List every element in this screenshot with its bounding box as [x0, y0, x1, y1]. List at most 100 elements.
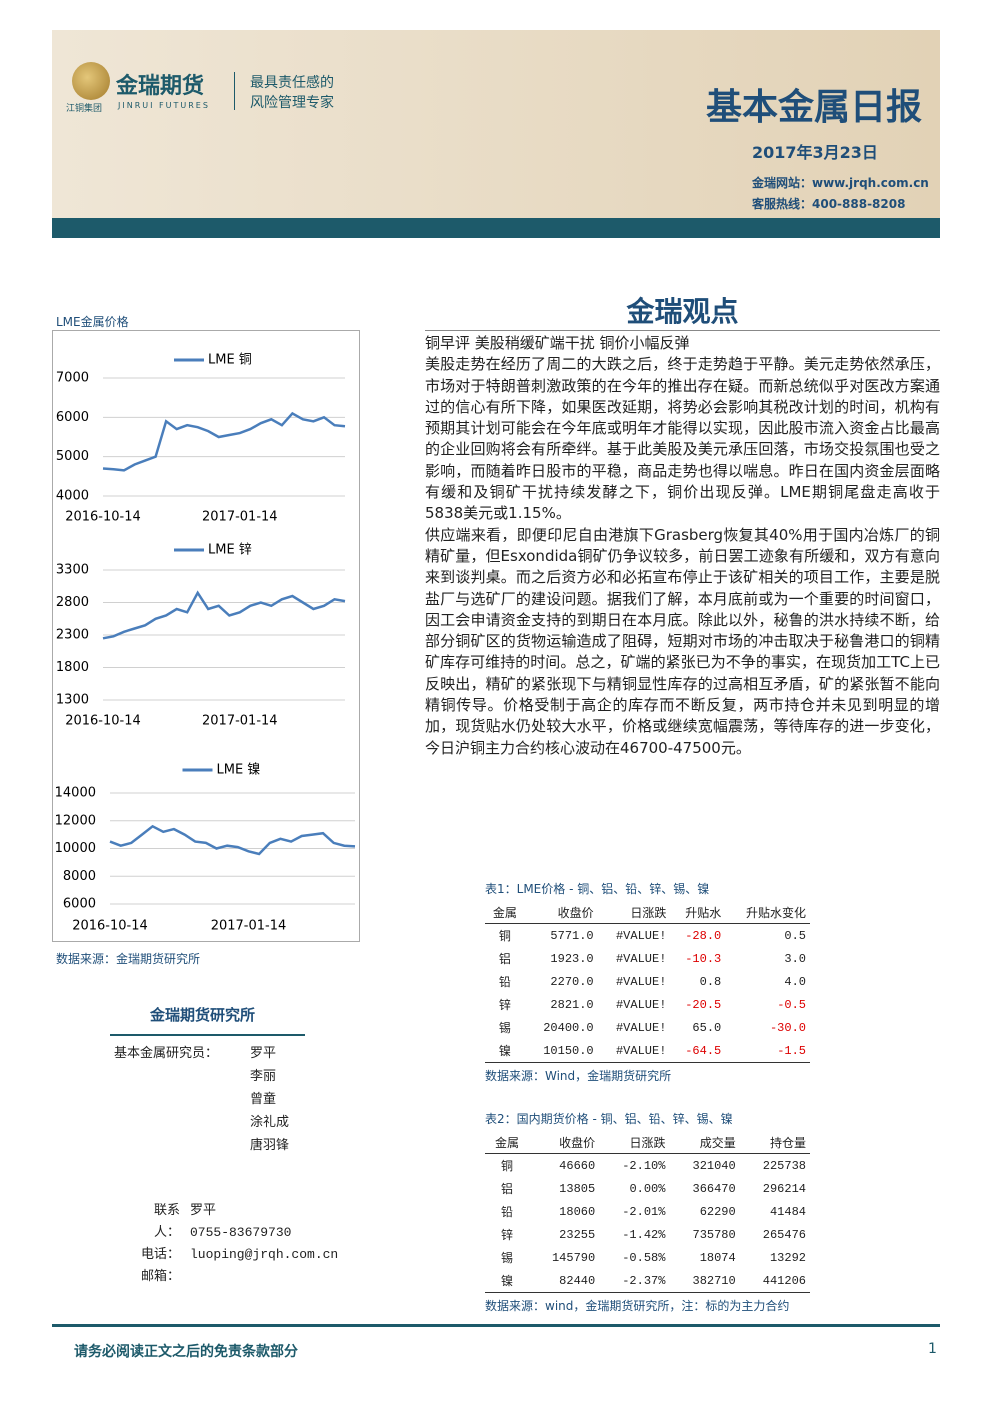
chart-frame: [52, 330, 360, 942]
column-header: 持仓量: [739, 1131, 810, 1154]
cell: 铝: [500, 1183, 513, 1197]
contact-labels: 联系人： 电话： 邮箱：: [130, 1200, 180, 1288]
cell: -30.0: [769, 1020, 806, 1035]
cell: 锌: [500, 1229, 513, 1243]
y-tick-label: 1800: [56, 660, 89, 675]
column-header: 升贴水: [670, 901, 726, 924]
cell: 441206: [739, 1269, 810, 1293]
cell: 13292: [769, 1250, 806, 1265]
rule: [110, 1034, 305, 1036]
cell: 锌: [498, 999, 511, 1013]
hotline: 客服热线：400-888-8208: [752, 197, 906, 211]
y-tick-label: 10000: [55, 841, 96, 856]
legend-label: LME 镍: [217, 763, 261, 778]
y-tick-label: 4000: [56, 489, 89, 504]
website: 金瑞网站：www.jrqh.com.cn: [752, 176, 929, 190]
cell: -2.37%: [599, 1269, 670, 1293]
email: luoping@jrqh.com.cn: [190, 1247, 339, 1262]
cell: 23255: [559, 1227, 596, 1242]
logo-mark: [72, 62, 110, 100]
report-title: 基本金属日报: [705, 87, 922, 128]
cell: 41484: [769, 1204, 806, 1219]
header-band: [52, 30, 940, 218]
row: 铜 46660 -2.10% 321040 225738: [485, 1154, 810, 1178]
cell: #VALUE!: [615, 1020, 667, 1035]
row: 铝 1923.0 #VALUE! -10.3 3.0: [485, 947, 810, 970]
label: 联系人：: [153, 1203, 180, 1240]
company: 金瑞期货: [116, 74, 205, 99]
line-series: [102, 590, 346, 640]
chart: 6000 8000 10000 12000 14000 2016-10-14 2017-01…: [55, 763, 356, 934]
cell: -0.5: [777, 997, 806, 1012]
row: 铅 18060 -2.01% 62290 41484: [485, 1200, 810, 1223]
line-series: [102, 411, 346, 472]
page-number: 1: [928, 1341, 937, 1357]
researcher: 涂礼成: [250, 1115, 290, 1130]
column-header: 收盘价: [524, 901, 598, 924]
date: 2017年3月23日: [752, 143, 878, 162]
y-tick-label: 2800: [56, 595, 89, 610]
column-header: 日涨跌: [597, 901, 671, 924]
contact-values: 罗平 0755-83679730 luoping@jrqh.com.cn: [190, 1200, 338, 1266]
x-tick-label: 2016-10-14: [65, 510, 141, 525]
y-tick-label: 3300: [56, 563, 89, 578]
paragraph: 美股走势在经历了周二的大跌之后，终于走势趋于平静。美元走势依然承压，市场对于特朗…: [425, 355, 940, 523]
y-tick-label: 7000: [56, 371, 89, 386]
cell: 0.5: [784, 928, 806, 943]
label: 基本金属研究员：: [114, 1046, 219, 1061]
y-tick-label: 1300: [56, 693, 89, 708]
y-tick-label: 8000: [63, 869, 96, 884]
source: 数据来源：金瑞期货研究所: [56, 952, 201, 966]
thead: 金属 收盘价 日涨跌 升贴水 升贴水变化: [485, 901, 810, 924]
paragraph: 供应端来看，即便印尼自由港旗下Grasberg恢复其40%用于国内冶炼厂的铜精矿…: [425, 525, 940, 757]
cell: #VALUE!: [615, 928, 667, 943]
cell: 2270.0: [550, 974, 594, 989]
cell: 10150.0: [524, 1039, 598, 1063]
cell: 62290: [699, 1204, 736, 1219]
cell: 铜: [498, 930, 511, 944]
cell: 296214: [762, 1181, 806, 1196]
row: 铝 13805 0.00% 366470 296214: [485, 1177, 810, 1200]
cell: 82440: [528, 1269, 600, 1293]
table-source: 数据来源：wind，金瑞期货研究所，注：标的为主力合约: [485, 1299, 790, 1313]
row: 锡 20400.0 #VALUE! 65.0 -30.0: [485, 1016, 810, 1039]
cell: -2.10%: [622, 1158, 666, 1173]
panel-title: LME金属价格: [56, 315, 129, 329]
row: 铅 2270.0 #VALUE! 0.8 4.0: [485, 970, 810, 993]
table-source: 数据来源：Wind，金瑞期货研究所: [485, 1069, 672, 1083]
researcher: 唐羽锋: [250, 1138, 290, 1153]
cell: -0.58%: [622, 1250, 666, 1265]
y-tick-label: 6000: [63, 897, 96, 912]
cell: 225738: [762, 1158, 806, 1173]
cell: #VALUE!: [597, 1039, 671, 1063]
slogan: 风险管理专家: [250, 95, 334, 111]
cell: 145790: [551, 1250, 596, 1265]
cell: 366470: [692, 1181, 736, 1196]
cell: -10.3: [685, 951, 722, 966]
cell: 2821.0: [550, 997, 594, 1012]
x-tick-label: 2016-10-14: [72, 919, 148, 934]
cell: 382710: [669, 1269, 740, 1293]
row: 镍 10150.0 #VALUE! -64.5 -1.5: [485, 1039, 810, 1063]
column-header: 日涨跌: [599, 1131, 670, 1154]
cell: 265476: [762, 1227, 806, 1242]
column-header: 金属: [485, 901, 525, 924]
legend-label: LME 铜: [208, 353, 252, 368]
header-row: 金属 收盘价 日涨跌 升贴水 升贴水变化: [485, 901, 810, 924]
table-block: 表1：LME价格 - 铜、铝、铅、锌、锡、镍 金属 收盘价 日涨跌 升贴水 升贴水变化铜 5…: [485, 880, 810, 1084]
cell: 镍: [485, 1269, 529, 1293]
x-tick-label: 2017-01-14: [211, 919, 287, 934]
header-row: 金属 收盘价 日涨跌 成交量 持仓量: [485, 1131, 810, 1154]
phone: 0755-83679730: [190, 1225, 292, 1240]
line-series: [109, 824, 356, 856]
y-tick-label: 2300: [56, 628, 89, 643]
cell: 18060: [559, 1204, 596, 1219]
row: 锌 23255 -1.42% 735780 265476: [485, 1223, 810, 1246]
cell: -1.42%: [622, 1227, 666, 1242]
x-tick-label: 2016-10-14: [65, 714, 141, 729]
cell: #VALUE!: [615, 974, 667, 989]
cell: -1.5: [725, 1039, 810, 1063]
cell: 锡: [498, 1022, 511, 1036]
researcher: 罗平: [250, 1046, 277, 1061]
